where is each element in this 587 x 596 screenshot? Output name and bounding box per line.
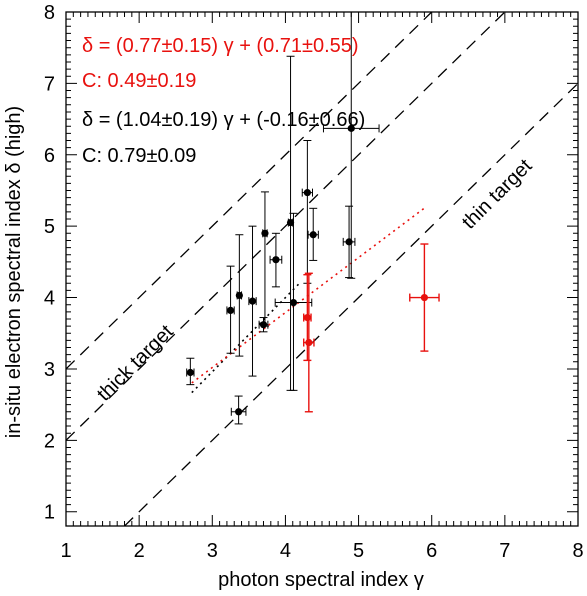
- data-marker: [186, 368, 194, 377]
- fit-line-red: [191, 207, 425, 384]
- data-marker: [248, 297, 257, 305]
- data-marker: [303, 313, 311, 322]
- data-point-black-8: [286, 55, 295, 391]
- axis-ticks: [66, 12, 578, 526]
- thin-target-label: thin target: [458, 155, 537, 234]
- data-marker: [305, 338, 313, 347]
- data-point-red-2: [409, 243, 440, 352]
- data-marker: [259, 321, 268, 329]
- data-point-black-10: [301, 140, 313, 284]
- x-tick-label: 8: [572, 540, 583, 562]
- data-marker: [235, 408, 243, 416]
- reference-line-2: [124, 82, 579, 527]
- y-tick-label: 4: [44, 288, 55, 310]
- data-point-black-0: [186, 357, 195, 386]
- y-tick-label: 8: [44, 2, 55, 24]
- thick-target-label: thick target: [93, 320, 178, 405]
- reference-line-0: [65, 11, 506, 441]
- data-point-black-13: [322, 11, 380, 279]
- x-tick-label: 2: [134, 540, 145, 562]
- reference-lines: [65, 11, 579, 527]
- annotation-black-fit: δ = (1.04±0.19) γ + (-0.16±0.66): [82, 109, 365, 131]
- annotation-black-corr: C: 0.79±0.09: [82, 145, 196, 167]
- annotation-red-corr: C: 0.49±0.19: [82, 70, 196, 92]
- data-marker: [309, 231, 317, 239]
- reference-line-1: [65, 11, 433, 370]
- data-marker: [272, 256, 280, 264]
- x-tick-label: 1: [60, 540, 71, 562]
- data-point-black-1: [226, 265, 235, 354]
- data-marker: [261, 229, 269, 237]
- data-point-black-11: [307, 207, 319, 261]
- fit-lines: [191, 207, 425, 394]
- axes: 1 2 3 4 5 6 7 8 1 2 3 4 5 6 7 8: [44, 2, 584, 562]
- x-axis-label: photon spectral index γ: [218, 569, 424, 591]
- data-points: [186, 11, 440, 425]
- data-point-black-7: [269, 232, 283, 288]
- data-marker: [347, 124, 355, 132]
- data-marker: [289, 298, 298, 307]
- x-tick-label: 6: [426, 540, 437, 562]
- data-point-black-4: [248, 225, 257, 377]
- y-tick-label: 5: [44, 216, 55, 238]
- data-marker: [286, 218, 295, 227]
- y-tick-label: 7: [44, 73, 55, 95]
- data-marker: [420, 293, 428, 302]
- x-tick-label: 3: [207, 540, 218, 562]
- fit-line-black: [191, 282, 301, 394]
- data-point-black-2: [230, 395, 247, 425]
- y-tick-label: 3: [44, 359, 55, 381]
- y-tick-label: 1: [44, 502, 55, 524]
- y-tick-label: 2: [44, 430, 55, 452]
- x-tick-label: 4: [280, 540, 291, 562]
- annotation-red-fit: δ = (0.77±0.15) γ + (0.71±0.55): [82, 35, 359, 57]
- data-point-red-0: [303, 274, 312, 362]
- data-marker: [303, 189, 311, 197]
- y-tick-label: 6: [44, 145, 55, 167]
- y-axis-label: in-situ electron spectral index δ (high): [3, 106, 25, 438]
- data-point-black-6: [260, 191, 269, 327]
- labels: δ = (0.77±0.15) γ + (0.71±0.55) C: 0.49±…: [3, 35, 537, 591]
- data-point-black-5: [258, 317, 269, 333]
- data-point-red-1: [303, 272, 315, 413]
- data-marker: [235, 291, 243, 300]
- x-tick-label: 7: [499, 540, 510, 562]
- data-point-black-12: [342, 205, 356, 279]
- x-tick-label: 5: [353, 540, 364, 562]
- data-point-black-3: [235, 234, 244, 357]
- data-point-black-9: [274, 212, 313, 391]
- data-marker: [226, 306, 235, 315]
